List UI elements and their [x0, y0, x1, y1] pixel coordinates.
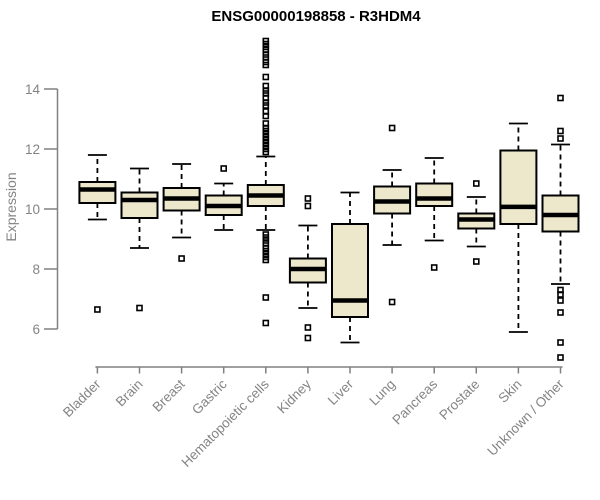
- boxplot-liver: [331, 191, 369, 344]
- outlier-point: [262, 256, 270, 264]
- x-tick-label: Lung: [366, 377, 398, 409]
- outlier-point: [262, 61, 270, 69]
- y-axis-title: Expression: [3, 172, 19, 241]
- x-tick-label: Liver: [325, 376, 357, 408]
- outlier-point: [304, 334, 312, 342]
- boxplot-gastric: [204, 165, 243, 231]
- outlier-point: [262, 294, 270, 301]
- iqr-box: [120, 191, 159, 219]
- outlier-point: [472, 258, 480, 265]
- outlier-point: [430, 264, 438, 271]
- outlier-point: [304, 195, 312, 202]
- outlier-point: [388, 298, 396, 306]
- outlier-point: [262, 148, 270, 156]
- outlier-point: [557, 94, 564, 102]
- boxplot-brain: [120, 167, 159, 312]
- boxplot-breast: [162, 163, 201, 262]
- boxplot-skin: [499, 122, 538, 333]
- x-tick-label: Pancreas: [389, 376, 440, 427]
- outlier-point: [136, 304, 143, 312]
- outlier-point: [557, 309, 564, 316]
- outlier-point: [557, 297, 564, 304]
- y-tick-label: 10: [25, 202, 40, 217]
- boxplot-pancreas: [415, 157, 454, 271]
- outlier-point: [557, 354, 564, 361]
- outlier-point: [557, 127, 564, 135]
- y-tick-label: 12: [25, 142, 40, 157]
- x-tick-label: Unknown / Other: [484, 376, 567, 459]
- y-tick-label: 8: [32, 262, 40, 277]
- outlier-point: [472, 180, 480, 187]
- outlier-point: [262, 102, 270, 109]
- y-tick-label: 14: [25, 82, 41, 97]
- outlier-point: [557, 339, 564, 346]
- boxplot-kidney: [288, 195, 327, 342]
- outlier-point: [94, 306, 101, 313]
- iqr-box: [331, 223, 369, 318]
- iqr-box: [78, 181, 117, 204]
- boxplot-unknown-other: [541, 94, 580, 361]
- outlier-point: [388, 124, 396, 132]
- outlier-point: [262, 319, 270, 327]
- x-tick-label: Kidney: [274, 376, 314, 416]
- outlier-point: [262, 112, 270, 120]
- x-tick-label: Breast: [150, 376, 188, 414]
- boxplot-series: [78, 37, 580, 361]
- x-tick-label: Brain: [113, 377, 146, 410]
- boxplot-hematopoietic-cells: [246, 37, 285, 327]
- boxplot-bladder: [78, 154, 117, 313]
- outlier-point: [304, 324, 312, 331]
- x-tick-label: Skin: [495, 377, 524, 406]
- boxplot-prostate: [457, 180, 496, 265]
- x-tick-label: Prostate: [436, 377, 482, 423]
- outlier-point: [178, 255, 185, 262]
- iqr-box: [415, 182, 454, 207]
- chart-title: ENSG00000198858 - R3HDM4: [211, 8, 421, 25]
- outlier-point: [304, 202, 312, 210]
- outlier-point: [557, 135, 564, 142]
- y-tick-label: 6: [32, 322, 40, 337]
- x-tick-label: Bladder: [60, 376, 104, 420]
- outlier-point: [557, 291, 564, 298]
- iqr-box: [499, 149, 538, 225]
- x-tick-label: Gastric: [189, 376, 230, 417]
- boxplot-lung: [373, 124, 412, 306]
- outlier-point: [262, 73, 270, 81]
- outlier-point: [220, 165, 227, 172]
